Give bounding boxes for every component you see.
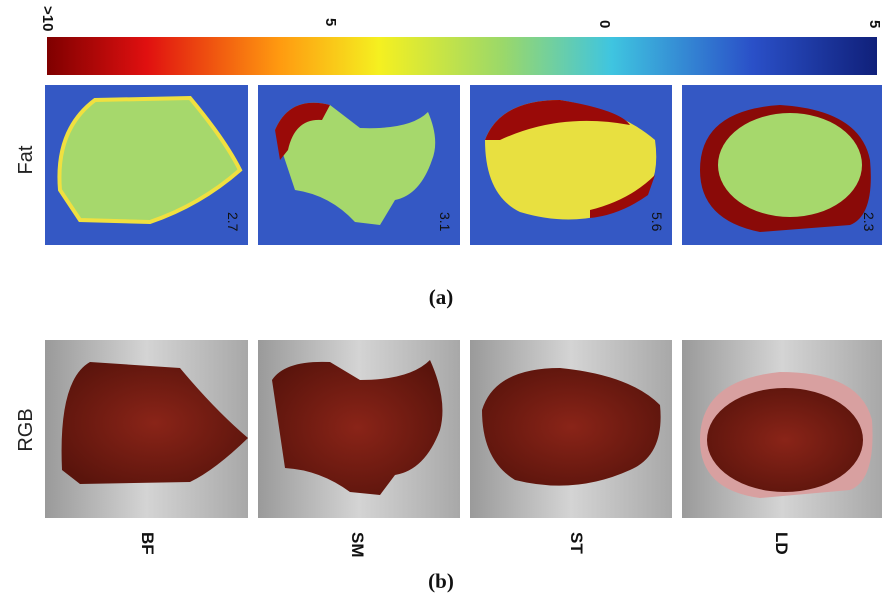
sample-label: LD (772, 532, 791, 555)
row-label: RGB (15, 408, 37, 451)
panel-value: 2.3 (861, 212, 877, 232)
colorbar-label: 5 (322, 18, 339, 26)
sample-label: ST (567, 532, 586, 554)
sample-label: BF (138, 532, 157, 555)
colorbar (47, 37, 877, 75)
heatmap-panels (45, 85, 882, 245)
meat (707, 388, 863, 492)
panel-value: 2.7 (225, 212, 241, 232)
colorbar-label: 0 (596, 20, 613, 28)
colorbar-label: 5 (866, 20, 882, 28)
fat-map (718, 113, 862, 217)
colorbar-label: >10 (39, 6, 56, 31)
caption: (a) (429, 285, 454, 309)
caption: (b) (428, 569, 454, 593)
sample-label: SM (348, 532, 367, 558)
rgb-photos (45, 340, 882, 518)
panel-value: 3.1 (437, 212, 453, 232)
panel-value: 5.6 (649, 212, 665, 232)
row-label: Fat (15, 145, 37, 174)
figure: >10 5 0 5 Fat 2.7 3.1 5.6 2.3 (a) RGB BF… (0, 0, 882, 601)
